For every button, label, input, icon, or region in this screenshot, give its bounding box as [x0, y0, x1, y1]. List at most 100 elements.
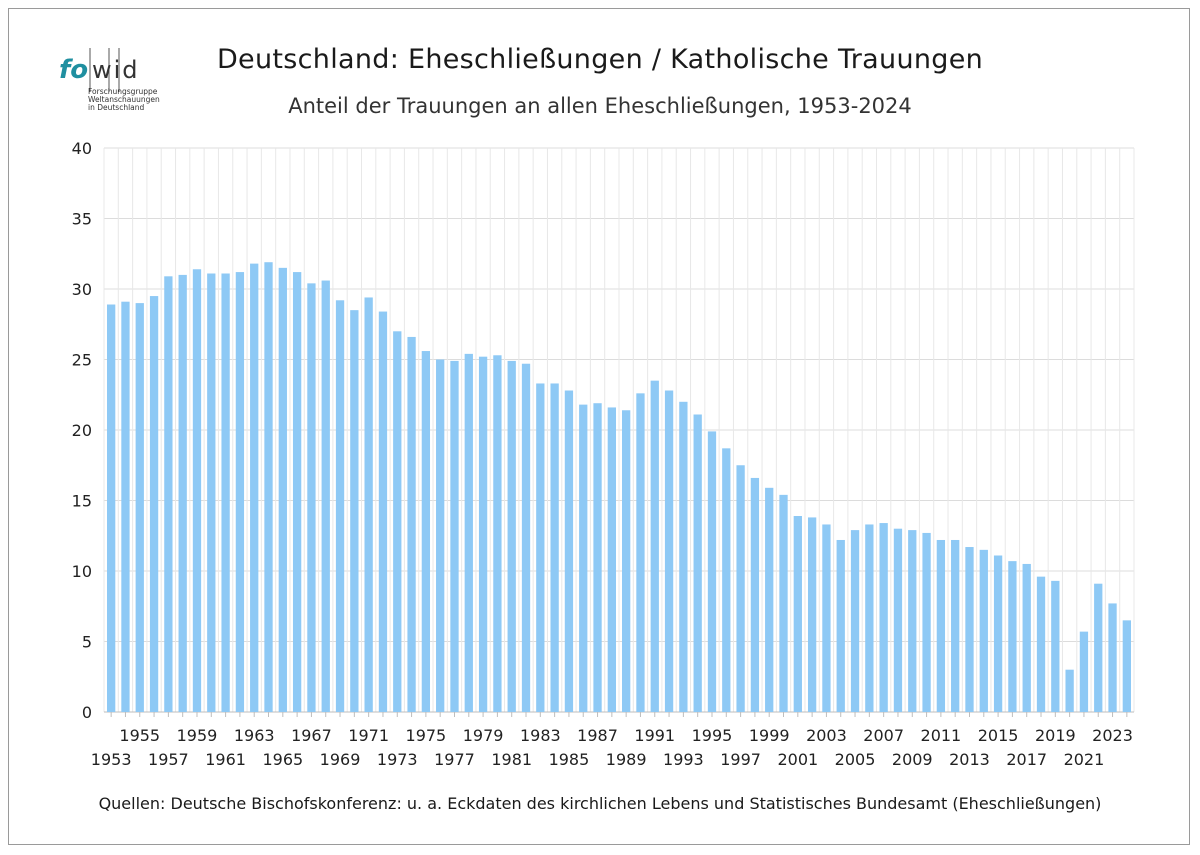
x-tick-label: 1993	[663, 750, 704, 769]
x-tick-label: 1965	[262, 750, 303, 769]
bar-2008	[893, 528, 903, 712]
x-tick-label: 1983	[520, 726, 561, 745]
y-tick-label: 35	[72, 210, 92, 229]
x-tick-label: 2017	[1006, 750, 1047, 769]
bar-1971	[364, 297, 373, 712]
y-tick-label: 5	[82, 633, 92, 652]
x-tick-label: 2009	[892, 750, 933, 769]
x-tick-label: 1979	[463, 726, 504, 745]
y-tick-label: 10	[72, 562, 92, 581]
x-tick-label: 1985	[549, 750, 590, 769]
bar-2011	[936, 539, 946, 712]
bar-1954	[121, 301, 130, 712]
x-tick-label: 2007	[863, 726, 904, 745]
bar-1995	[707, 431, 717, 712]
bar-1987	[593, 403, 602, 712]
x-tick-label: 1967	[291, 726, 332, 745]
bar-layer	[107, 262, 1131, 712]
bar-1975	[421, 351, 431, 712]
bar-2006	[865, 524, 874, 712]
bar-1977	[450, 360, 459, 712]
source-note: Quellen: Deutsche Bischofskonferenz: u. …	[98, 794, 1102, 813]
bar-1973	[393, 331, 402, 712]
bar-2020	[1065, 669, 1074, 712]
x-tick-label: 1959	[177, 726, 218, 745]
x-tick-label: 1953	[91, 750, 132, 769]
axis-layer	[104, 711, 1134, 717]
bar-1968	[321, 280, 330, 712]
bar-2009	[908, 530, 917, 712]
x-tick-label: 1957	[148, 750, 189, 769]
bar-1996	[722, 448, 731, 712]
bar-1957	[164, 276, 173, 712]
logo-subtitle-line: Forschungsgruppe	[88, 87, 158, 96]
bar-1980	[493, 355, 502, 712]
bar-1993	[679, 401, 688, 712]
bar-2022	[1094, 583, 1103, 712]
bar-2014	[979, 549, 988, 712]
bar-1982	[521, 363, 531, 712]
y-tick-label: 25	[72, 351, 92, 370]
bar-1955	[135, 303, 144, 712]
fowid-logo-mark: fo wid	[59, 48, 140, 92]
bar-1972	[378, 311, 388, 712]
bar-1999	[765, 487, 774, 712]
bar-1970	[350, 310, 359, 712]
bar-1976	[436, 359, 445, 712]
bar-2015	[993, 555, 1003, 712]
x-tick-label: 1987	[577, 726, 618, 745]
bar-2002	[807, 517, 817, 712]
x-tick-label: 2019	[1035, 726, 1076, 745]
bar-1959	[192, 269, 202, 712]
bar-2019	[1051, 580, 1060, 712]
x-tick-label: 2003	[806, 726, 847, 745]
bar-1974	[407, 336, 416, 712]
bar-1967	[307, 283, 316, 712]
x-tick-label: 1973	[377, 750, 418, 769]
bar-2001	[793, 516, 802, 712]
x-tick-label: 2013	[949, 750, 990, 769]
x-tick-label: 2001	[777, 750, 818, 769]
grid-layer	[103, 147, 1135, 713]
x-tick-label: 1999	[749, 726, 790, 745]
chart-title-text: Deutschland: Eheschließungen / Katholisc…	[216, 44, 984, 75]
logo-subtitle-line: Weltanschauungen	[88, 95, 160, 104]
bar-1961	[221, 273, 230, 712]
bar-2016	[1008, 561, 1017, 712]
bar-2021	[1079, 631, 1089, 712]
x-tick-label: 2023	[1092, 726, 1133, 745]
chart-subtitle: Anteil der Trauungen an allen Eheschließ…	[288, 94, 912, 118]
x-tick-label: 2005	[835, 750, 876, 769]
logo-text-wid: wid	[92, 56, 140, 84]
y-tick-label: 0	[82, 703, 92, 722]
bar-1962	[235, 272, 245, 712]
x-tick-label: 1955	[119, 726, 160, 745]
x-tick-label: 2015	[978, 726, 1019, 745]
bar-2012	[951, 539, 960, 712]
chart-title: Deutschland: Eheschließungen / Katholisc…	[0, 44, 1200, 75]
y-tick-label: 20	[72, 421, 92, 440]
bar-2003	[822, 524, 831, 712]
y-tick-label: 15	[72, 492, 92, 511]
bar-2013	[965, 547, 974, 712]
x-tick-label: 2011	[921, 726, 962, 745]
x-tick-label: 1989	[606, 750, 647, 769]
bar-1983	[536, 383, 545, 712]
x-tick-label: 1971	[348, 726, 389, 745]
bar-1978	[464, 353, 473, 712]
bar-1994	[693, 414, 702, 712]
bar-1960	[207, 273, 216, 712]
bar-1979	[478, 356, 488, 712]
label-layer: 0 5 10 15 20 25 30 35 40 1955 1959 1963 1967 1971 1975…	[72, 139, 1133, 769]
bar-1958	[178, 274, 187, 712]
bar-1998	[750, 477, 760, 712]
logo-text-fo: fo	[59, 55, 88, 85]
bar-1988	[607, 407, 616, 712]
x-tick-label: 1969	[320, 750, 361, 769]
bar-2017	[1022, 563, 1031, 712]
bar-1956	[149, 296, 159, 712]
bar-1991	[650, 380, 659, 712]
bar-1966	[292, 272, 302, 712]
logo-subtitle-line: in Deutschland	[88, 103, 145, 112]
bar-2023	[1108, 603, 1117, 712]
